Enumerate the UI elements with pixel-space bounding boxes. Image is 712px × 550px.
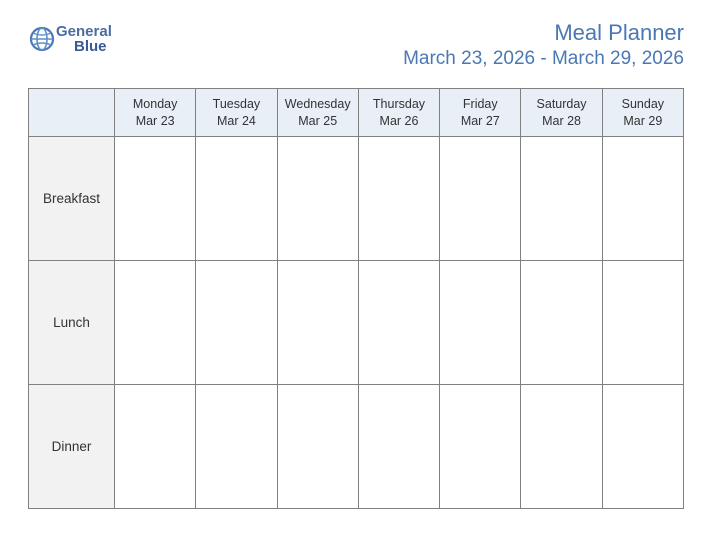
table-row: Dinner [29, 385, 684, 509]
day-header: FridayMar 27 [440, 89, 521, 137]
title-block: Meal Planner March 23, 2026 - March 29, … [403, 20, 684, 70]
day-name: Thursday [359, 96, 439, 113]
meal-planner-table: MondayMar 23TuesdayMar 24WednesdayMar 25… [28, 88, 684, 509]
meal-cell [602, 137, 683, 261]
table-row: Lunch [29, 261, 684, 385]
day-date: Mar 25 [278, 113, 358, 130]
globe-icon [28, 25, 56, 53]
meal-cell [196, 385, 277, 509]
logo-text: General Blue [56, 24, 112, 54]
day-header: SaturdayMar 28 [521, 89, 602, 137]
meal-label: Breakfast [29, 137, 115, 261]
table-body: BreakfastLunchDinner [29, 137, 684, 509]
page-subtitle: March 23, 2026 - March 29, 2026 [403, 48, 684, 70]
meal-cell [521, 261, 602, 385]
day-date: Mar 24 [196, 113, 276, 130]
day-name: Saturday [521, 96, 601, 113]
meal-cell [277, 137, 358, 261]
day-date: Mar 29 [603, 113, 683, 130]
meal-cell [358, 137, 439, 261]
day-name: Sunday [603, 96, 683, 113]
corner-cell [29, 89, 115, 137]
day-name: Wednesday [278, 96, 358, 113]
logo-line1: General [56, 24, 112, 39]
meal-cell [521, 137, 602, 261]
day-header: TuesdayMar 24 [196, 89, 277, 137]
meal-cell [277, 385, 358, 509]
meal-cell [277, 261, 358, 385]
meal-cell [196, 137, 277, 261]
meal-cell [440, 137, 521, 261]
day-name: Monday [115, 96, 195, 113]
meal-cell [440, 385, 521, 509]
meal-cell [196, 261, 277, 385]
table-row: Breakfast [29, 137, 684, 261]
day-date: Mar 28 [521, 113, 601, 130]
meal-cell [440, 261, 521, 385]
meal-cell [358, 261, 439, 385]
day-header: WednesdayMar 25 [277, 89, 358, 137]
day-name: Tuesday [196, 96, 276, 113]
meal-cell [115, 137, 196, 261]
header-row: MondayMar 23TuesdayMar 24WednesdayMar 25… [29, 89, 684, 137]
day-date: Mar 27 [440, 113, 520, 130]
meal-label: Lunch [29, 261, 115, 385]
meal-cell [602, 261, 683, 385]
meal-cell [521, 385, 602, 509]
day-header: ThursdayMar 26 [358, 89, 439, 137]
day-name: Friday [440, 96, 520, 113]
meal-cell [115, 385, 196, 509]
meal-cell [358, 385, 439, 509]
logo: General Blue [28, 24, 112, 54]
page-title: Meal Planner [403, 20, 684, 46]
header: General Blue Meal Planner March 23, 2026… [28, 20, 684, 70]
day-date: Mar 23 [115, 113, 195, 130]
day-header: MondayMar 23 [115, 89, 196, 137]
day-header: SundayMar 29 [602, 89, 683, 137]
meal-label: Dinner [29, 385, 115, 509]
meal-cell [115, 261, 196, 385]
logo-line2: Blue [56, 39, 112, 54]
meal-cell [602, 385, 683, 509]
day-date: Mar 26 [359, 113, 439, 130]
